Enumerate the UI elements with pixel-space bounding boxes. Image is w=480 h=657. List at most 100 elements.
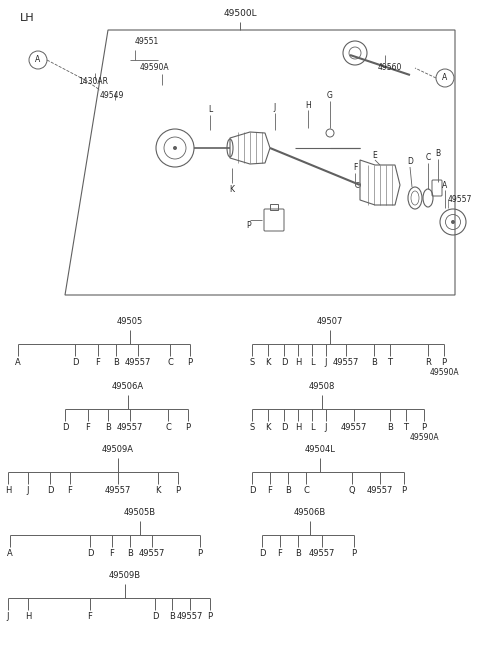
Text: F: F (277, 549, 282, 558)
Text: 49557: 49557 (177, 612, 203, 621)
Text: 49505B: 49505B (124, 508, 156, 517)
Text: D: D (259, 549, 265, 558)
Text: P: P (442, 358, 446, 367)
Text: P: P (207, 612, 213, 621)
Text: J: J (27, 486, 29, 495)
Text: B: B (295, 549, 301, 558)
Text: K: K (265, 423, 271, 432)
Text: 49557: 49557 (448, 196, 472, 204)
Text: D: D (407, 158, 413, 166)
Text: L: L (310, 423, 314, 432)
Text: 49504L: 49504L (305, 445, 336, 454)
Text: 49557: 49557 (333, 358, 359, 367)
Text: P: P (421, 423, 427, 432)
Text: P: P (187, 358, 192, 367)
Text: F: F (109, 549, 114, 558)
Text: B: B (387, 423, 393, 432)
Text: 49506B: 49506B (294, 508, 326, 517)
Text: K: K (155, 486, 161, 495)
Text: 49507: 49507 (317, 317, 343, 326)
Text: C: C (303, 486, 309, 495)
Text: D: D (281, 423, 287, 432)
Text: D: D (62, 423, 68, 432)
Text: 49557: 49557 (105, 486, 131, 495)
Text: K: K (265, 358, 271, 367)
Text: S: S (250, 423, 254, 432)
Text: 49505: 49505 (117, 317, 143, 326)
Text: P: P (401, 486, 407, 495)
Text: H: H (295, 423, 301, 432)
Text: S: S (250, 358, 254, 367)
Text: P: P (185, 423, 191, 432)
Text: Q: Q (348, 486, 355, 495)
Text: P: P (175, 486, 180, 495)
Circle shape (436, 69, 454, 87)
Text: 49590A: 49590A (140, 64, 169, 72)
Text: F: F (96, 358, 100, 367)
Text: D: D (152, 612, 158, 621)
Circle shape (29, 51, 47, 69)
Text: K: K (229, 185, 235, 194)
Text: 49590A: 49590A (429, 368, 459, 377)
Circle shape (173, 146, 177, 150)
Text: F: F (267, 486, 273, 495)
Text: H: H (295, 358, 301, 367)
Text: 49509B: 49509B (109, 571, 141, 580)
Text: B: B (285, 486, 291, 495)
Text: A: A (7, 549, 13, 558)
Text: H: H (5, 486, 11, 495)
Text: F: F (87, 612, 93, 621)
Text: B: B (105, 423, 111, 432)
Text: 49560: 49560 (378, 64, 402, 72)
Text: J: J (7, 612, 9, 621)
Text: 1430AR: 1430AR (78, 78, 108, 87)
Text: J: J (325, 358, 327, 367)
Text: F: F (85, 423, 90, 432)
Text: 49590A: 49590A (409, 433, 439, 442)
Text: C: C (165, 423, 171, 432)
Text: 49551: 49551 (135, 37, 159, 47)
Circle shape (356, 183, 360, 187)
Text: A: A (36, 55, 41, 64)
Text: 49557: 49557 (367, 486, 393, 495)
Text: 49506A: 49506A (112, 382, 144, 391)
Text: D: D (72, 358, 78, 367)
Text: D: D (281, 358, 287, 367)
Text: 49557: 49557 (125, 358, 151, 367)
Text: B: B (127, 549, 133, 558)
Text: P: P (351, 549, 357, 558)
Text: F: F (68, 486, 72, 495)
Text: 49557: 49557 (139, 549, 165, 558)
Text: L: L (310, 358, 314, 367)
Text: T: T (404, 423, 408, 432)
Text: H: H (25, 612, 31, 621)
Circle shape (326, 129, 334, 137)
Text: P: P (197, 549, 203, 558)
Text: D: D (87, 549, 93, 558)
Text: B: B (435, 150, 441, 158)
Text: 49557: 49557 (341, 423, 367, 432)
Text: 49509A: 49509A (102, 445, 134, 454)
Text: J: J (274, 104, 276, 112)
Text: T: T (387, 358, 393, 367)
Text: L: L (208, 106, 212, 114)
Text: J: J (325, 423, 327, 432)
Text: B: B (169, 612, 175, 621)
Text: D: D (249, 486, 255, 495)
Text: 49557: 49557 (309, 549, 335, 558)
Text: F: F (353, 164, 357, 173)
Text: A: A (443, 181, 448, 189)
Text: P: P (246, 221, 251, 229)
Text: A: A (15, 358, 21, 367)
Text: D: D (47, 486, 53, 495)
Text: 49508: 49508 (309, 382, 335, 391)
Text: 49500L: 49500L (223, 9, 257, 18)
Text: G: G (327, 91, 333, 101)
Text: A: A (443, 74, 448, 83)
Circle shape (451, 220, 455, 224)
Text: E: E (372, 150, 377, 160)
Text: B: B (371, 358, 377, 367)
Text: B: B (113, 358, 119, 367)
Text: 49549: 49549 (100, 91, 124, 99)
Text: H: H (305, 101, 311, 110)
